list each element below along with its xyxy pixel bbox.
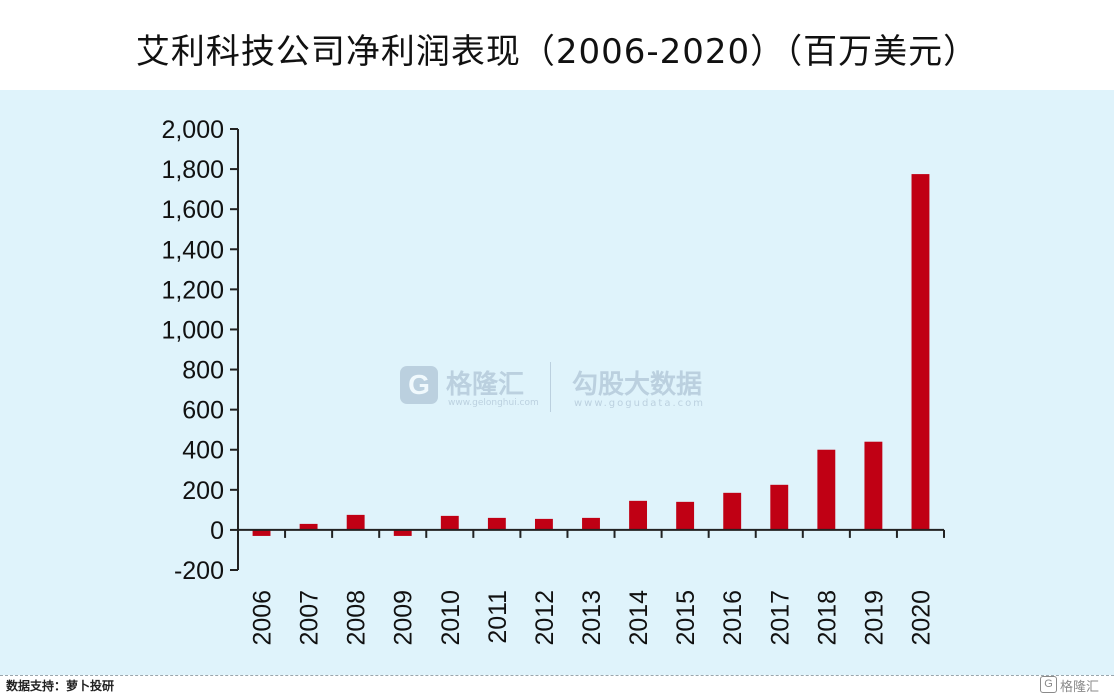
title-band: 艾利科技公司净利润表现（2006-2020）（百万美元） [0, 0, 1114, 90]
bar-2010 [440, 515, 459, 530]
y-tick-label: 800 [182, 357, 224, 385]
x-tick-label: 2014 [625, 590, 653, 646]
watermark-brand: 格隆汇 [446, 370, 525, 400]
data-source: 数据支持：萝卜投研 [6, 679, 115, 693]
x-tick-label: 2020 [907, 590, 935, 646]
x-tick-label: 2016 [719, 590, 747, 646]
footer: 数据支持：萝卜投研 [0, 675, 1114, 695]
x-tick-label: 2007 [296, 590, 324, 646]
watermark-sub-brand: 勾股大数据 [572, 370, 703, 400]
x-tick-label: 2018 [813, 590, 841, 646]
x-tick-label: 2015 [672, 590, 700, 646]
y-tick-label: 1,400 [161, 236, 224, 264]
chart-title: 艾利科技公司净利润表现（2006-2020）（百万美元） [135, 32, 979, 72]
watermark: G 格隆汇 www.gelonghui.com 勾股大数据 www.goguda… [400, 362, 730, 414]
y-tick-label: 600 [182, 397, 224, 425]
watermark-sub-url: www.gogudata.com [574, 398, 706, 409]
y-tick-label: 1,200 [161, 276, 224, 304]
bar-2007 [299, 523, 318, 530]
bar-2006 [252, 529, 271, 536]
x-tick-label: 2009 [390, 590, 418, 646]
watermark-logo-icon: G [400, 366, 438, 404]
corner-brand: 格隆汇 [1060, 680, 1100, 695]
x-tick-label: 2019 [860, 590, 888, 646]
x-tick-label: 2012 [531, 590, 559, 646]
watermark-brand-url: www.gelonghui.com [448, 398, 539, 408]
corner-watermark: G 格隆汇 [1040, 676, 1100, 695]
bar-2014 [629, 500, 648, 530]
bar-2020 [911, 174, 930, 530]
bar-chart: -200 0 200 400 600 800 1,000 1,200 1,400 1,600 1,8… [161, 116, 945, 646]
x-tick-label: 2013 [578, 590, 606, 646]
x-axis: 2006 2007 2008 2009 2010 2011 2012 2013 2014 2015… [237, 528, 945, 646]
bar-2008 [346, 514, 365, 530]
y-axis: -200 0 200 400 600 800 1,000 1,200 1,400 1,600 1,8… [161, 116, 239, 585]
y-tick-label: 1,600 [161, 196, 224, 224]
x-tick-label: 2008 [343, 590, 371, 646]
y-tick-label: 200 [182, 477, 224, 505]
y-tick-label: 400 [182, 437, 224, 465]
y-tick-label: 0 [210, 517, 224, 545]
watermark-divider [550, 362, 551, 412]
x-tick-label: 2011 [484, 590, 512, 644]
y-tick-label: -200 [174, 557, 224, 585]
y-tick-label: 2,000 [161, 116, 224, 144]
bar-2009 [393, 529, 412, 536]
bar-2019 [864, 441, 883, 530]
x-tick-label: 2006 [249, 590, 277, 646]
bar-2017 [770, 484, 789, 530]
bar-2011 [487, 517, 506, 530]
bar-2012 [534, 518, 553, 530]
y-tick-label: 1,800 [161, 156, 224, 184]
y-tick-label: 1,000 [161, 316, 224, 344]
bars [252, 174, 930, 536]
corner-logo-icon: G [1040, 676, 1057, 693]
x-tick-label: 2010 [437, 590, 465, 646]
bar-2016 [723, 492, 742, 530]
bar-2018 [817, 449, 836, 530]
x-tick-label: 2017 [766, 590, 794, 646]
bar-2013 [582, 517, 600, 530]
bar-2015 [676, 501, 695, 530]
